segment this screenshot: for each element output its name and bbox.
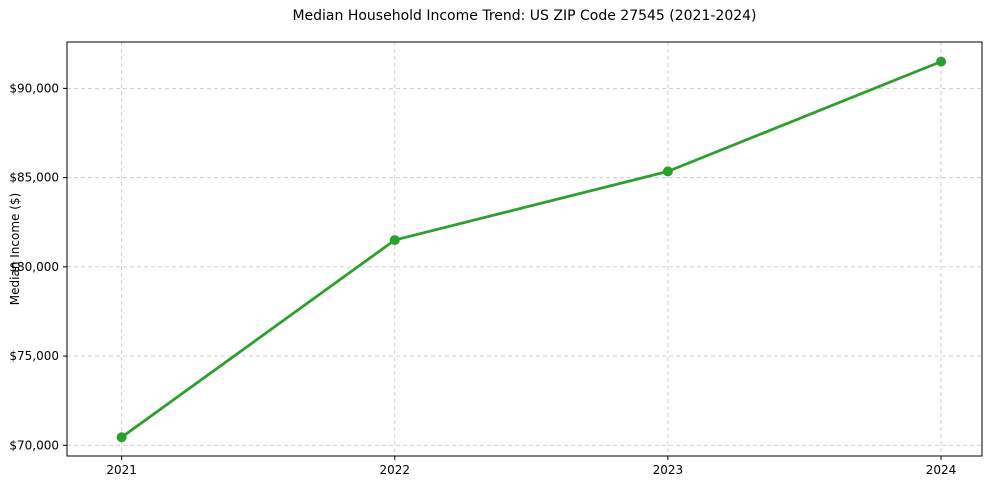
x-tick-label: 2021	[106, 463, 137, 477]
data-point-2024	[936, 56, 947, 67]
x-tick-label: 2022	[379, 463, 410, 477]
y-tick-label: $80,000	[9, 260, 59, 274]
y-tick-label: $75,000	[9, 349, 59, 363]
plot-border	[66, 41, 983, 457]
data-point-2023	[662, 166, 673, 177]
chart-title: Median Household Income Trend: US ZIP Co…	[292, 8, 757, 24]
data-point-2021	[116, 432, 127, 443]
y-tick-label: $85,000	[9, 171, 59, 185]
x-tick-label: 2024	[926, 463, 957, 477]
data-point-2022	[389, 235, 400, 246]
y-tick-label: $70,000	[9, 438, 59, 452]
x-tick-label: 2023	[653, 463, 684, 477]
y-tick-label: $90,000	[9, 81, 59, 95]
income-trend-line	[120, 60, 943, 439]
